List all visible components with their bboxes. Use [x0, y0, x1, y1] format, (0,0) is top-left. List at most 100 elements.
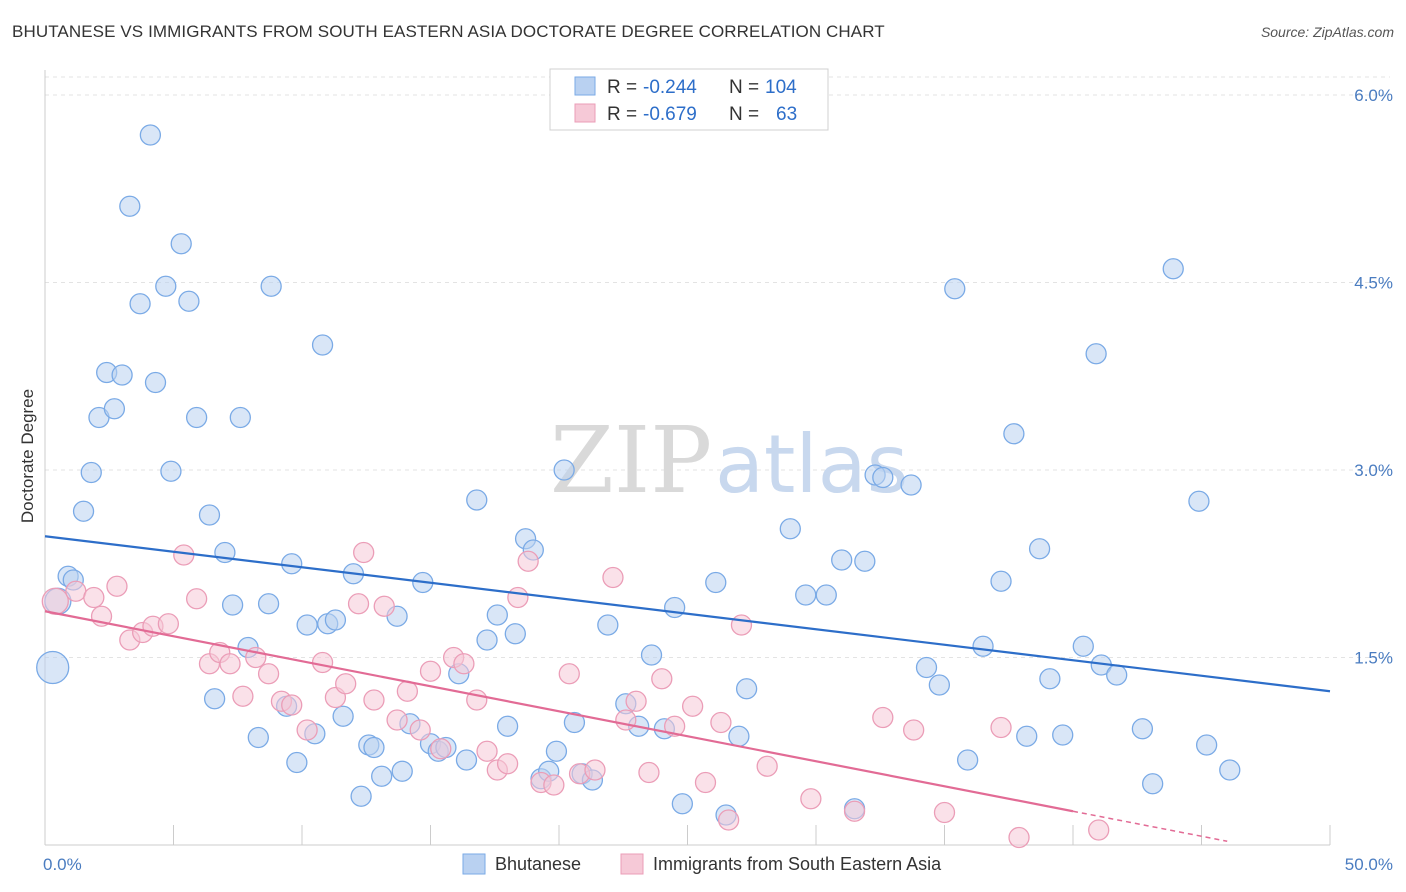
bhutanese-point-95	[1052, 724, 1074, 746]
immigrants-point-42	[558, 663, 580, 685]
bhutanese-point-25	[247, 726, 269, 749]
bhutanese-point-17	[178, 290, 200, 312]
bhutanese-point-97	[1085, 343, 1107, 365]
immigrants-point-13	[219, 653, 241, 675]
x-tick-labels: 0.0% 50.0%	[43, 855, 1393, 874]
y-tick-labels: 1.5% 3.0% 4.5% 6.0%	[1354, 86, 1393, 668]
x-tick-label-0: 0.0%	[43, 855, 82, 874]
bhutanese-point-86	[928, 674, 951, 696]
bhutanese-point-76	[779, 518, 801, 540]
bhutanese-point-23	[229, 406, 251, 429]
bhutanese-point-38	[350, 785, 372, 807]
immigrants-point-29	[409, 719, 431, 741]
immigrants-point-59	[872, 706, 894, 729]
legend-r-value-2: -0.679	[643, 104, 697, 125]
y-tick-label-2: 4.5%	[1354, 274, 1393, 293]
legend-swatch-immigrants	[574, 103, 596, 123]
chart-title: BHUTANESE VS IMMIGRANTS FROM SOUTH EASTE…	[12, 22, 885, 41]
immigrants-trend-extension	[1072, 810, 1228, 842]
bhutanese-point-102	[1162, 258, 1184, 280]
legend-n-label-1: N =	[729, 77, 759, 98]
bhutanese-point-62	[563, 711, 586, 734]
immigrants-point-19	[296, 719, 318, 741]
y-tick-label-0: 1.5%	[1354, 649, 1393, 668]
immigrants-point-57	[800, 788, 822, 810]
immigrants-point-28	[396, 680, 419, 702]
bhutanese-point-26	[257, 593, 280, 615]
bhutanese-point-41	[371, 765, 393, 787]
y-tick-label-3: 6.0%	[1354, 86, 1393, 105]
immigrants-point-47	[625, 690, 647, 712]
immigrants-point-1	[65, 580, 87, 602]
bhutanese-point-100	[1131, 718, 1154, 740]
bhutanese-point-78	[815, 584, 837, 606]
immigrants-point-60	[903, 719, 925, 741]
immigrants-point-4	[106, 575, 128, 597]
bhutanese-point-91	[1003, 423, 1025, 445]
bhutanese-point-5	[80, 461, 102, 484]
bhutanese-point-11	[129, 293, 151, 315]
immigrants-point-0	[41, 587, 69, 615]
bhutanese-point-19	[198, 504, 221, 526]
bhutanese-point-60	[545, 740, 568, 762]
bhutanese-point-30	[286, 751, 308, 774]
immigrants-point-48	[638, 761, 660, 784]
immigrants-point-51	[681, 695, 704, 717]
stats-legend: R = -0.244 N = 104 R = -0.679 N = 63	[549, 68, 829, 131]
bottom-legend-swatch-immigrants	[620, 853, 644, 875]
bhutanese-point-13	[144, 371, 167, 394]
bhutanese-point-22	[221, 594, 244, 616]
immigrants-point-22	[335, 673, 357, 695]
bhutanese-point-55	[504, 623, 526, 645]
bhutanese-point-90	[990, 570, 1012, 592]
bhutanese-point-70	[664, 596, 686, 619]
immigrants-trend-line	[44, 610, 1074, 813]
immigrants-point-31	[430, 738, 452, 760]
bhutanese-point-79	[831, 549, 853, 571]
immigrants-point-56	[756, 755, 778, 777]
bhutanese-point-18	[185, 406, 208, 429]
bhutanese-point-14	[155, 275, 177, 297]
immigrants-point-10	[185, 588, 208, 610]
immigrants-point-63	[1008, 826, 1030, 849]
axes	[44, 70, 1331, 846]
series-legend: Bhutanese Immigrants from South Eastern …	[462, 853, 942, 875]
bottom-legend-swatch-bhutanese	[462, 853, 486, 875]
x-tick-label-1: 50.0%	[1345, 855, 1393, 874]
immigrants-point-62	[990, 716, 1012, 739]
bhutanese-point-72	[705, 571, 727, 594]
immigrants-point-64	[1088, 819, 1110, 841]
bhutanese-point-12	[139, 124, 162, 146]
immigrants-point-18	[281, 694, 303, 716]
immigrants-point-27	[386, 709, 408, 731]
bhutanese-point-40	[363, 736, 385, 759]
bhutanese-point-51	[466, 489, 488, 511]
immigrants-point-35	[476, 740, 498, 762]
bhutanese-point-27	[260, 275, 282, 297]
bhutanese-point-16	[170, 233, 192, 255]
immigrants-point-30	[419, 660, 442, 682]
bhutanese-point-4	[72, 500, 95, 522]
trend-lines	[44, 535, 1331, 842]
legend-n-value-2: 63	[776, 104, 797, 125]
bhutanese-point-53	[486, 604, 508, 626]
bhutanese-point-9	[111, 364, 133, 386]
bhutanese-point-104	[1195, 734, 1218, 756]
immigrants-points	[41, 541, 1110, 849]
bhutanese-point-36	[332, 705, 354, 727]
legend-n-value-1: 104	[765, 77, 797, 98]
watermark-atlas: atlas	[715, 418, 908, 511]
legend-r-value-1: -0.244	[643, 77, 697, 98]
immigrants-point-52	[694, 771, 717, 794]
bhutanese-point-54	[496, 715, 519, 737]
immigrants-point-38	[507, 586, 529, 609]
bhutanese-trend-line	[44, 535, 1331, 693]
bhutanese-point-75	[735, 678, 758, 700]
immigrants-point-8	[157, 613, 180, 635]
immigrants-point-49	[651, 668, 673, 690]
immigrants-point-20	[311, 651, 334, 674]
bhutanese-point-29	[281, 553, 303, 575]
immigrants-point-61	[933, 801, 956, 824]
watermark: ZIP atlas	[550, 407, 908, 514]
immigrants-point-39	[517, 550, 539, 572]
